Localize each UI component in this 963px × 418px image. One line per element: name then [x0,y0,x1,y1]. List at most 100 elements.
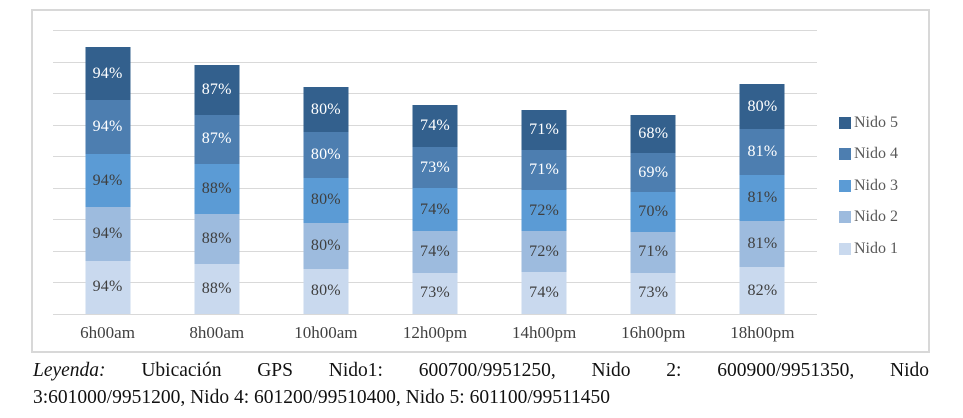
data-label: 73% [420,158,450,176]
legend-swatch-icon [839,179,851,192]
stacked-bar: 88% 88% 88% 87% 87% [194,65,240,314]
data-label: 81% [747,235,778,253]
segment-nido-3: 94% [85,153,131,208]
legend-swatch-icon [839,211,851,224]
gridline [53,93,817,95]
data-label: 87% [201,80,232,98]
data-label: 81% [747,189,778,207]
category-label-8h00am: 8h00am [189,323,245,342]
stacked-bar: 80% 80% 80% 80% 80% [303,86,349,314]
data-label: 94% [92,64,123,82]
data-label: 68% [638,124,669,142]
data-label: 80% [310,282,341,300]
chart-area: 94% 94% 94% 94% 94% 88% 88% 88% 87% 87% 80% 80% 80% 8… [31,9,930,353]
segment-nido-4: 87% [194,114,240,165]
legend-label: Nido 5 [854,113,898,131]
legend-label: Nido 4 [854,145,898,163]
legend-label: Nido 3 [854,176,898,194]
x-axis-line [53,314,817,315]
category-label-18h00pm: 18h00pm [730,323,795,342]
figure-caption: Leyenda: Ubicación GPS Nido1: 600700/995… [33,357,929,411]
segment-nido-2: 74% [412,230,458,273]
caption-line-1: Leyenda: Ubicación GPS Nido1: 600700/995… [33,357,929,384]
category-label-14h00pm: 14h00pm [512,323,577,342]
stacked-bar: 82% 81% 81% 81% 80% [739,84,785,314]
data-label: 71% [529,120,560,138]
data-label: 80% [310,145,341,163]
segment-nido-5: 87% [194,65,240,115]
segment-nido-3: 80% [303,177,349,224]
stacked-bar: 73% 71% 70% 69% 68% [630,114,676,314]
segment-nido-5: 80% [303,86,349,133]
data-label: 72% [529,201,560,219]
data-label: 73% [638,284,669,302]
gridline [53,61,817,63]
segment-nido-1: 73% [412,272,458,314]
data-label: 94% [92,171,123,189]
data-label: 74% [529,283,560,301]
segment-nido-2: 88% [194,214,240,265]
x-axis-labels: 6h00am 8h00am 10h00am 12h00pm 14h00pm 16h00pm… [53,323,817,347]
segment-nido-5: 94% [85,47,131,101]
legend-item-nido-4: Nido 4 [839,139,929,171]
data-label: 94% [92,224,123,242]
segment-nido-2: 94% [85,207,131,261]
segment-nido-3: 88% [194,164,240,215]
data-label: 80% [747,97,778,115]
segment-nido-2: 81% [739,221,785,268]
data-label: 87% [201,130,232,148]
plot-area: 94% 94% 94% 94% 94% 88% 88% 88% 87% 87% 80% 80% 80% 8… [53,11,817,315]
data-label: 74% [420,200,450,218]
category-label-12h00pm: 12h00pm [402,323,468,342]
data-label: 82% [747,281,778,299]
category-label-16h00pm: 16h00pm [621,323,686,342]
legend-item-nido-3: Nido 3 [839,170,929,202]
data-label: 88% [201,280,232,298]
legend-label: Nido 1 [854,239,898,257]
caption-leyenda-label: Leyenda: [33,360,106,381]
segment-nido-5: 80% [739,84,785,130]
stacked-bar: 94% 94% 94% 94% 94% [85,47,131,314]
data-label: 80% [310,100,341,118]
legend-swatch-icon [839,116,851,129]
segment-nido-1: 94% [85,260,131,314]
data-label: 94% [92,118,123,136]
data-label: 80% [310,236,341,254]
legend-label: Nido 2 [854,208,898,226]
segment-nido-4: 73% [412,147,458,189]
segment-nido-1: 82% [739,267,785,314]
data-label: 71% [529,161,560,179]
segment-nido-5: 68% [630,114,676,154]
segment-nido-1: 73% [630,272,676,314]
category-label-10h00am: 10h00am [294,323,358,342]
data-label: 80% [310,191,341,209]
segment-nido-3: 72% [521,190,567,232]
segment-nido-2: 71% [630,232,676,273]
category-label-6h00am: 6h00am [80,323,135,342]
segment-nido-3: 81% [739,175,785,222]
legend-swatch-icon [839,242,851,255]
data-label: 74% [420,117,450,135]
stacked-bar: 73% 74% 74% 73% 74% [412,105,458,314]
gridline [53,30,817,31]
chart-legend: Nido 5 Nido 4 Nido 3 Nido 2 Nido 1 [839,107,929,265]
segment-nido-3: 74% [412,188,458,231]
segment-nido-4: 81% [739,129,785,176]
data-label: 74% [420,242,450,260]
segment-nido-4: 94% [85,100,131,154]
data-label: 88% [201,230,232,248]
caption-line-2: 3:601000/9951200, Nido 4: 601200/9951040… [33,387,611,408]
data-label: 70% [638,203,669,221]
segment-nido-4: 69% [630,153,676,193]
segment-nido-1: 88% [194,264,240,314]
segment-nido-2: 80% [303,223,349,269]
data-label: 81% [747,143,778,161]
legend-item-nido-5: Nido 5 [839,107,929,139]
segment-nido-1: 74% [521,271,567,314]
caption-line-1-text: Ubicación GPS Nido1: 600700/9951250, Nid… [141,360,929,381]
legend-item-nido-2: Nido 2 [839,202,929,234]
segment-nido-2: 72% [521,231,567,272]
data-label: 72% [529,242,560,260]
segment-nido-5: 74% [412,105,458,148]
